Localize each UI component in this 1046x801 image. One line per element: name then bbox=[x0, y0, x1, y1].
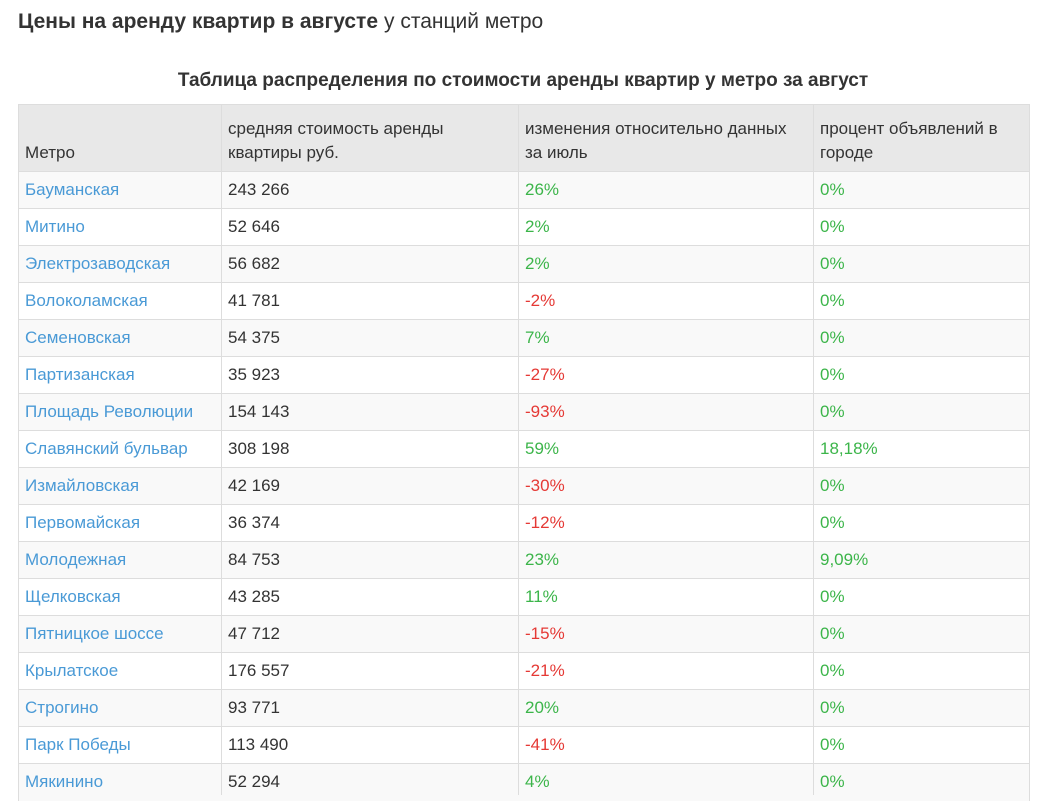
table-row: Площадь Революции 154 143 -93% 0% bbox=[18, 393, 1030, 431]
table-row: Бауманская 243 266 26% 0% bbox=[18, 171, 1030, 209]
station-link[interactable]: Митино bbox=[18, 208, 222, 246]
station-link[interactable]: Мякинино bbox=[18, 763, 222, 801]
station-link[interactable]: Щелковская bbox=[18, 578, 222, 616]
change-percent: 59% bbox=[518, 430, 814, 468]
share-percent: 0% bbox=[813, 504, 1030, 542]
table-caption: Таблица распределения по стоимости аренд… bbox=[177, 70, 869, 91]
avg-price: 54 375 bbox=[221, 319, 519, 357]
change-percent: 20% bbox=[518, 689, 814, 727]
avg-price: 154 143 bbox=[221, 393, 519, 431]
share-percent: 0% bbox=[813, 208, 1030, 246]
avg-price: 36 374 bbox=[221, 504, 519, 542]
table-row: Щелковская 43 285 11% 0% bbox=[18, 578, 1030, 616]
share-percent: 0% bbox=[813, 652, 1030, 690]
station-link[interactable]: Крылатское bbox=[18, 652, 222, 690]
column-header: Метро bbox=[18, 104, 222, 172]
change-percent: -41% bbox=[518, 726, 814, 764]
station-link[interactable]: Бауманская bbox=[18, 171, 222, 209]
change-percent: -15% bbox=[518, 615, 814, 653]
price-table: Метро средняя стоимость аренды квартиры р… bbox=[18, 104, 1030, 801]
change-percent: -27% bbox=[518, 356, 814, 394]
station-link[interactable]: Пятницкое шоссе bbox=[18, 615, 222, 653]
page-title: Цены на аренду квартир в августе у станци… bbox=[18, 10, 543, 34]
share-percent: 0% bbox=[813, 356, 1030, 394]
station-link[interactable]: Электрозаводская bbox=[18, 245, 222, 283]
table-row: Измайловская 42 169 -30% 0% bbox=[18, 467, 1030, 505]
share-percent: 0% bbox=[813, 319, 1030, 357]
header-row: Метро средняя стоимость аренды квартиры р… bbox=[18, 104, 1030, 172]
station-link[interactable]: Молодежная bbox=[18, 541, 222, 579]
title-rest: у станций метро bbox=[384, 10, 544, 33]
table-body: Бауманская 243 266 26% 0% Митино 52 646 2% 0% Эл… bbox=[18, 171, 1030, 801]
table-row: Семеновская 54 375 7% 0% bbox=[18, 319, 1030, 357]
share-percent: 18,18% bbox=[813, 430, 1030, 468]
change-percent: 2% bbox=[518, 245, 814, 283]
avg-price: 56 682 bbox=[221, 245, 519, 283]
avg-price: 52 646 bbox=[221, 208, 519, 246]
share-percent: 0% bbox=[813, 763, 1030, 801]
table-row: Парк Победы 113 490 -41% 0% bbox=[18, 726, 1030, 764]
column-header: средняя стоимость аренды квартиры руб. bbox=[221, 104, 519, 172]
change-percent: -21% bbox=[518, 652, 814, 690]
change-percent: 26% bbox=[518, 171, 814, 209]
column-header: процент объявлений в городе bbox=[813, 104, 1030, 172]
table-row: Славянский бульвар 308 198 59% 18,18% bbox=[18, 430, 1030, 468]
station-link[interactable]: Семеновская bbox=[18, 319, 222, 357]
share-percent: 0% bbox=[813, 726, 1030, 764]
station-link[interactable]: Волоколамская bbox=[18, 282, 222, 320]
change-percent: 23% bbox=[518, 541, 814, 579]
change-percent: -2% bbox=[518, 282, 814, 320]
change-percent: -12% bbox=[518, 504, 814, 542]
avg-price: 243 266 bbox=[221, 171, 519, 209]
station-link[interactable]: Партизанская bbox=[18, 356, 222, 394]
table-row: Пятницкое шоссе 47 712 -15% 0% bbox=[18, 615, 1030, 653]
share-percent: 0% bbox=[813, 467, 1030, 505]
change-percent: -30% bbox=[518, 467, 814, 505]
change-percent: 11% bbox=[518, 578, 814, 616]
share-percent: 0% bbox=[813, 689, 1030, 727]
avg-price: 43 285 bbox=[221, 578, 519, 616]
column-header: изменения относительно данных за июль bbox=[518, 104, 814, 172]
table-row: Строгино 93 771 20% 0% bbox=[18, 689, 1030, 727]
change-percent: 7% bbox=[518, 319, 814, 357]
share-percent: 0% bbox=[813, 393, 1030, 431]
avg-price: 93 771 bbox=[221, 689, 519, 727]
station-link[interactable]: Первомайская bbox=[18, 504, 222, 542]
table-row: Волоколамская 41 781 -2% 0% bbox=[18, 282, 1030, 320]
title-bold: Цены на аренду квартир в августе bbox=[18, 10, 379, 33]
change-percent: 2% bbox=[518, 208, 814, 246]
table-row: Электрозаводская 56 682 2% 0% bbox=[18, 245, 1030, 283]
avg-price: 35 923 bbox=[221, 356, 519, 394]
table-row: Первомайская 36 374 -12% 0% bbox=[18, 504, 1030, 542]
avg-price: 84 753 bbox=[221, 541, 519, 579]
avg-price: 308 198 bbox=[221, 430, 519, 468]
table-row: Крылатское 176 557 -21% 0% bbox=[18, 652, 1030, 690]
avg-price: 113 490 bbox=[221, 726, 519, 764]
station-link[interactable]: Строгино bbox=[18, 689, 222, 727]
share-percent: 9,09% bbox=[813, 541, 1030, 579]
share-percent: 0% bbox=[813, 282, 1030, 320]
table-row: Молодежная 84 753 23% 9,09% bbox=[18, 541, 1030, 579]
share-percent: 0% bbox=[813, 615, 1030, 653]
change-percent: -93% bbox=[518, 393, 814, 431]
station-link[interactable]: Площадь Революции bbox=[18, 393, 222, 431]
avg-price: 176 557 bbox=[221, 652, 519, 690]
share-percent: 0% bbox=[813, 578, 1030, 616]
station-link[interactable]: Парк Победы bbox=[18, 726, 222, 764]
station-link[interactable]: Славянский бульвар bbox=[18, 430, 222, 468]
share-percent: 0% bbox=[813, 171, 1030, 209]
avg-price: 47 712 bbox=[221, 615, 519, 653]
share-percent: 0% bbox=[813, 245, 1030, 283]
table-row: Мякинино 52 294 4% 0% bbox=[18, 763, 1030, 801]
table-row: Митино 52 646 2% 0% bbox=[18, 208, 1030, 246]
partial-row bbox=[18, 795, 1030, 801]
station-link[interactable]: Измайловская bbox=[18, 467, 222, 505]
avg-price: 41 781 bbox=[221, 282, 519, 320]
table-row: Партизанская 35 923 -27% 0% bbox=[18, 356, 1030, 394]
avg-price: 42 169 bbox=[221, 467, 519, 505]
